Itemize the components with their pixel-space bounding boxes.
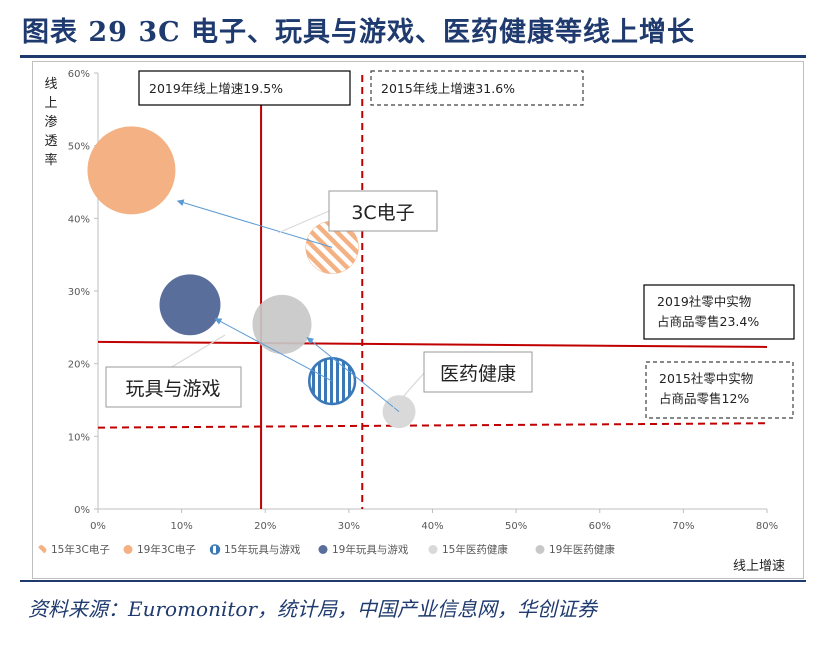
ref-label-2015-retail-line2: 占商品零售12% [659, 391, 749, 406]
chart-frame [32, 61, 804, 579]
ref-label-2015-retail-line1: 2015社零中实物 [659, 371, 753, 386]
annotation-3c-box [328, 190, 438, 232]
legend-label-4: 15年医药健康 [442, 543, 508, 556]
ref-label-2019-growth: 2019年线上增速19.5% [149, 81, 283, 96]
y-tick-label: 0% [74, 505, 90, 516]
ref-box-2015-retail [645, 361, 794, 419]
source-note: 资料来源：Euromonitor，统计局，中国产业信息网，华创证券 [28, 597, 598, 621]
chart-title: 图表 29 3C 电子、玩具与游戏、医药健康等线上增长 [22, 17, 696, 48]
title-rule [20, 55, 806, 58]
legend-marker-3 [318, 545, 328, 554]
y-tick-label: 40% [68, 214, 90, 225]
annotation-toys-box [105, 366, 242, 408]
y-tick-label: 10% [68, 432, 90, 443]
x-tick-label: 50% [505, 521, 527, 532]
y-axis-label-char: 透 [44, 134, 57, 149]
ref-line-y-2 [97, 340, 768, 348]
ref-label-2019-retail-line2: 占商品零售23.4% [657, 314, 759, 329]
x-tick-label: 60% [589, 521, 611, 532]
legend-marker-5 [535, 545, 545, 554]
ref-box-2019-growth [138, 70, 351, 106]
x-tick-label: 70% [672, 521, 694, 532]
legend-marker-2 [209, 544, 221, 555]
legend-label-2: 15年玩具与游戏 [224, 543, 301, 556]
legend-label-0: 15年3C电子 [51, 543, 110, 556]
y-tick-label: 20% [68, 360, 90, 371]
bubble-3 [159, 274, 221, 336]
annotation-health-box [423, 351, 533, 393]
y-tick-label: 50% [68, 142, 90, 153]
x-tick-label: 10% [171, 521, 193, 532]
ref-label-2015-growth: 2015年线上增速31.6% [381, 81, 515, 96]
x-axis-label: 线上增速 [733, 559, 785, 574]
ref-label-2019-retail-line1: 2019社零中实物 [657, 294, 751, 309]
bottom-rule [20, 580, 806, 582]
ref-box-2019-retail [643, 284, 795, 340]
ref-box-2015-growth [370, 70, 584, 106]
y-tick-label: 60% [68, 69, 90, 80]
arrow-2 [306, 337, 400, 413]
y-axis-label-char: 线 [44, 77, 57, 92]
ref-line-y-3 [97, 422, 768, 429]
y-tick-label: 30% [68, 287, 90, 298]
y-axis-label-char: 渗 [44, 115, 57, 130]
annotation-toys-label: 玩具与游戏 [125, 378, 220, 400]
x-tick-label: 0% [90, 521, 106, 532]
legend-marker-4 [428, 545, 438, 554]
bubble-1 [87, 126, 176, 215]
legend-label-5: 19年医药健康 [549, 543, 615, 556]
x-tick-label: 80% [756, 521, 778, 532]
legend-label-1: 19年3C电子 [137, 543, 196, 556]
bubble-5 [252, 294, 312, 354]
legend: 15年3C电子 19年3C电子 15年玩具与游戏 19年玩具与游戏 15年医药健康 19年… [37, 543, 615, 556]
legend-marker-1 [123, 545, 133, 554]
y-axis-label-char: 率 [44, 152, 57, 168]
arrow-0 [176, 199, 333, 248]
annotation-health-label: 医药健康 [440, 363, 516, 385]
x-tick-label: 40% [421, 521, 443, 532]
annotation-3c-label: 3C电子 [351, 202, 414, 224]
legend-marker-0 [37, 545, 47, 554]
y-axis-label-char: 上 [44, 96, 57, 111]
x-tick-label: 20% [254, 521, 276, 532]
arrow-1 [214, 318, 333, 382]
x-tick-label: 30% [338, 521, 360, 532]
legend-label-3: 19年玩具与游戏 [332, 543, 409, 556]
